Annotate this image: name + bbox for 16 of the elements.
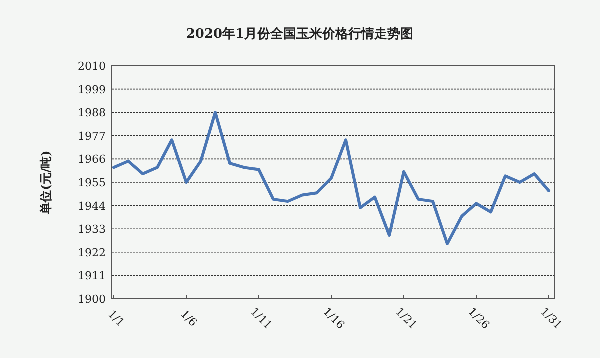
y-tick-label: 1933 <box>78 223 106 236</box>
y-tick-label: 1911 <box>78 270 106 283</box>
y-tick-label: 1900 <box>78 293 106 306</box>
y-axis-title: 单位(元/吨) <box>39 150 53 216</box>
line-series <box>112 111 550 246</box>
y-tick-label: 1999 <box>78 83 106 96</box>
x-tick-label: 1/1 <box>106 308 128 330</box>
chart-title: 2020年1月份全国玉米价格行情走势图 <box>186 26 414 42</box>
y-tick-label: 1955 <box>78 176 106 190</box>
y-tick-label: 2010 <box>78 60 106 73</box>
y-tick-label: 1988 <box>78 106 106 120</box>
y-tick-label: 1944 <box>78 200 106 213</box>
x-tick-label: 1/6 <box>178 308 200 330</box>
y-tick-label: 1977 <box>78 130 106 143</box>
y-tick-label: 1922 <box>78 246 106 260</box>
y-tick-label: 1966 <box>78 153 106 166</box>
